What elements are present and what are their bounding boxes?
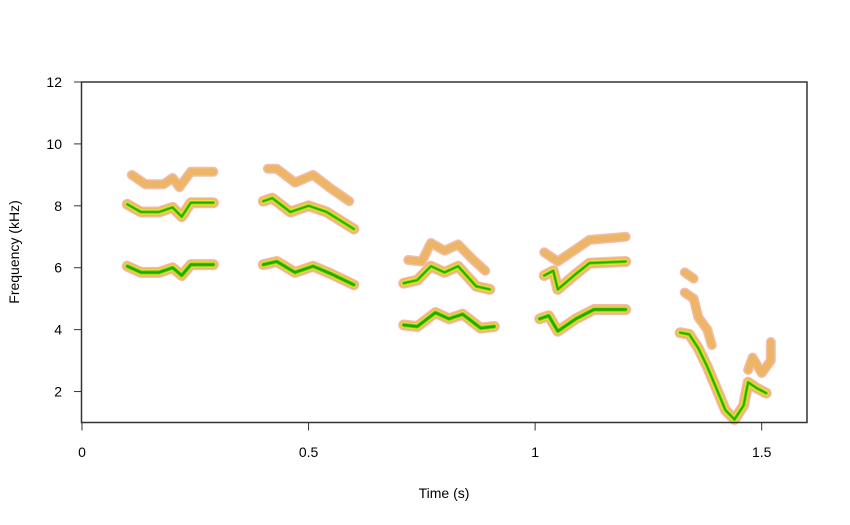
harmonic-trace [262, 163, 355, 207]
y-tick-label: 12 [46, 74, 62, 90]
harmonic-trace [674, 327, 772, 425]
axes: 0 0.5 1 1.5 2 4 6 8 10 12 [46, 74, 808, 460]
y-tick-label: 10 [46, 136, 62, 152]
harmonic-trace [398, 307, 500, 334]
x-axis: 0 0.5 1 1.5 [78, 422, 772, 460]
harmonic-trace [121, 197, 219, 223]
harmonic-trace [743, 337, 776, 378]
syllable-4 [534, 231, 632, 337]
syllable-3 [398, 238, 500, 334]
syllable-2 [257, 163, 360, 291]
syllable-1 [121, 166, 219, 281]
harmonic-trace [679, 267, 699, 284]
harmonic-trace [679, 287, 717, 351]
y-tick-label: 6 [54, 260, 62, 276]
x-tick-label: 1 [531, 444, 539, 460]
x-tick-label: 0 [78, 444, 86, 460]
y-axis-title: Frequency (kHz) [6, 200, 22, 303]
harmonic-trace [257, 256, 360, 291]
harmonic-trace [257, 192, 360, 235]
y-tick-label: 2 [54, 384, 62, 400]
harmonic-trace [121, 259, 219, 281]
plot-area [121, 163, 776, 425]
harmonic-trace [534, 304, 632, 337]
y-axis: 2 4 6 8 10 12 [46, 74, 82, 400]
y-tick-label: 8 [54, 198, 62, 214]
harmonic-trace [403, 238, 491, 276]
harmonic-trace [539, 231, 631, 267]
x-tick-label: 0.5 [299, 444, 319, 460]
harmonic-trace [398, 260, 496, 295]
syllable-5 [674, 267, 776, 425]
harmonic-trace [126, 166, 219, 193]
x-tick-label: 1.5 [752, 444, 772, 460]
x-axis-title: Time (s) [419, 485, 470, 501]
y-tick-label: 4 [54, 322, 62, 338]
plot-frame [80, 81, 808, 424]
harmonic-trace [538, 256, 632, 295]
